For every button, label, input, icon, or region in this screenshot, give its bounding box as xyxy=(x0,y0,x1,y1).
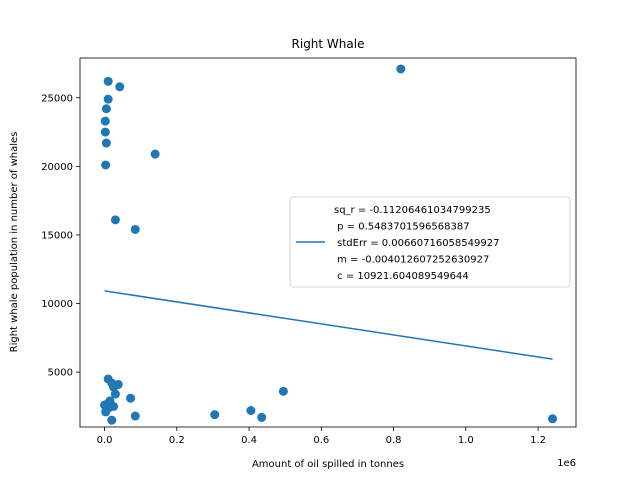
x-tick-label: 0.6 xyxy=(313,435,329,446)
data-point xyxy=(103,76,113,86)
legend-box xyxy=(289,196,571,288)
data-point xyxy=(396,64,406,74)
data-point xyxy=(246,406,256,416)
legend-label: sq_r = -0.11206461034799235 p = 0.548370… xyxy=(334,205,499,282)
legend-text-line: p = 0.5483701596568387 xyxy=(334,222,470,233)
data-point xyxy=(101,160,111,170)
regression-line xyxy=(104,290,553,360)
x-axis: 0.0 0.2 0.4 0.6 0.8 1.0 1.2 xyxy=(97,427,546,446)
y-tick-label: 15000 xyxy=(41,230,73,241)
data-point xyxy=(150,149,160,159)
x-tick-label: 0.4 xyxy=(241,435,257,446)
data-point xyxy=(103,94,113,104)
data-point xyxy=(101,104,111,114)
data-point xyxy=(278,386,288,396)
data-point xyxy=(110,215,120,225)
x-tick-label: 1.0 xyxy=(458,435,474,446)
data-point xyxy=(101,138,111,148)
data-point xyxy=(130,224,140,234)
data-point xyxy=(100,116,110,126)
legend-text-line: stdErr = 0.006607160585499​27 xyxy=(334,238,499,249)
data-point xyxy=(548,414,558,424)
x-tick-label: 0.2 xyxy=(169,435,185,446)
legend-text-line: sq_r = -0.11206461034799235 xyxy=(334,205,491,216)
data-point xyxy=(115,82,125,92)
data-point xyxy=(210,410,220,420)
plot-layer xyxy=(100,64,558,425)
y-tick-label: 20000 xyxy=(41,162,73,173)
plot-frame xyxy=(79,57,577,428)
chart-title: Right Whale xyxy=(292,37,365,51)
x-axis-label: Amount of oil spilled in tonnes xyxy=(252,459,404,470)
data-point xyxy=(109,401,119,411)
data-point xyxy=(101,407,111,417)
y-tick-label: 10000 xyxy=(41,299,73,310)
data-point xyxy=(110,389,120,399)
y-axis-label: Right whale population in number of whal… xyxy=(9,132,20,353)
data-point xyxy=(130,411,140,421)
legend-text-line: c = 10921.604089549644 xyxy=(334,271,469,282)
data-point xyxy=(126,393,136,403)
x-offset-text: 1e6 xyxy=(557,458,576,469)
y-tick-label: 5000 xyxy=(48,368,73,379)
legend-text-line: m = -0.004012607252630927 xyxy=(334,255,489,266)
data-point xyxy=(107,415,117,425)
x-tick-label: 0.0 xyxy=(97,435,113,446)
legend: sq_r = -0.11206461034799235 p = 0.548370… xyxy=(289,196,571,288)
y-tick-label: 25000 xyxy=(41,93,73,104)
data-point xyxy=(113,379,123,389)
y-axis: 5000 10000 15000 20000 25000 xyxy=(41,93,80,379)
data-point xyxy=(100,127,110,137)
data-point xyxy=(257,412,267,422)
x-tick-label: 0.8 xyxy=(386,435,402,446)
x-tick-label: 1.2 xyxy=(530,435,546,446)
